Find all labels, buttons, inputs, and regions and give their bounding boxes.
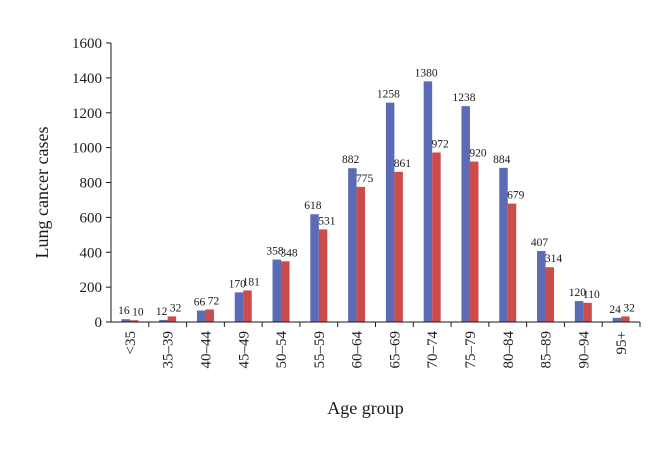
data-label-series1: 1258 — [377, 89, 400, 101]
bar-series1 — [461, 106, 470, 322]
x-tick-label: 50–54 — [274, 331, 290, 369]
bar-series1 — [423, 81, 433, 322]
y-tick-label: 800 — [80, 176, 103, 192]
x-tick-label: 95+ — [614, 331, 630, 354]
data-label-series2: 531 — [318, 215, 336, 227]
bar-series2 — [205, 309, 214, 322]
x-tick-label: 35–39 — [161, 331, 177, 369]
y-tick-label: 200 — [80, 280, 103, 296]
bars — [121, 81, 630, 322]
data-label-series1: 170 — [229, 278, 247, 290]
data-label-series1: 1238 — [452, 92, 475, 104]
bar-series2 — [621, 316, 630, 322]
data-label-series1: 882 — [342, 154, 360, 166]
data-label-series1: 1380 — [415, 67, 438, 79]
data-label-series1: 24 — [609, 304, 621, 316]
y-tick-label: 0 — [95, 315, 103, 331]
x-tick-label: <35 — [123, 331, 139, 354]
data-labels: 16 10 12 32 66 721701813583486185318827751258… — [118, 67, 635, 318]
y-tick-label: 1600 — [72, 36, 102, 52]
x-tick-label: 55–59 — [312, 331, 328, 369]
data-label-series1: 884 — [493, 154, 511, 166]
y-axis-title: Lung cancer cases — [32, 127, 52, 259]
x-tick-label: 90–94 — [576, 331, 592, 369]
data-label-series2: 972 — [432, 139, 450, 151]
data-label-series2: 10 — [132, 306, 144, 318]
bar-series2 — [432, 152, 441, 322]
bar-series2 — [167, 316, 177, 322]
y-tick-label: 1000 — [72, 141, 102, 157]
x-tick-label: 65–69 — [387, 331, 403, 369]
bar-series1 — [196, 310, 206, 322]
data-label-series2: 920 — [469, 148, 487, 160]
bar-series2 — [545, 267, 555, 322]
y-tick-label: 1200 — [72, 106, 102, 122]
x-tick-label: 40–44 — [198, 331, 214, 369]
x-tick-label: 75–79 — [463, 331, 479, 369]
bar-series1 — [272, 259, 282, 322]
data-label-series2: 679 — [507, 190, 525, 202]
y-tick-label: 600 — [80, 210, 103, 226]
data-label-series2: 314 — [545, 253, 563, 265]
bar-series1 — [574, 301, 584, 322]
bar-series1 — [499, 167, 508, 322]
data-label-series2: 775 — [356, 173, 374, 185]
y-tick-label: 1400 — [72, 71, 102, 87]
data-label-series2: 110 — [583, 289, 600, 301]
bar-series2 — [318, 229, 328, 322]
bar-series1 — [121, 319, 130, 322]
data-label-series2: 348 — [280, 247, 298, 259]
x-tick-label: 85–89 — [539, 331, 555, 369]
x-tick-label: 60–64 — [350, 331, 366, 369]
bar-series2 — [243, 290, 252, 322]
bar-series2 — [356, 186, 366, 322]
bar-series1 — [348, 168, 357, 322]
y-tick-label: 400 — [80, 245, 103, 261]
x-tick-label: 45–49 — [236, 331, 252, 369]
data-label-series2: 32 — [623, 302, 635, 314]
x-axis-title: Age group — [327, 398, 403, 418]
data-label-series2: 181 — [243, 276, 261, 288]
bar-series1 — [234, 292, 244, 322]
y-axis-ticks: 0 200 400 600 800 1000 1200 1400 1600 — [72, 36, 111, 331]
data-label-series2: 72 — [208, 295, 220, 307]
data-label-series1: 407 — [531, 237, 549, 249]
data-label-series1: 16 — [118, 305, 130, 317]
bar-series2 — [507, 203, 517, 322]
bar-series1 — [612, 317, 622, 322]
data-label-series1: 618 — [304, 200, 322, 212]
bar-series2 — [469, 161, 479, 322]
x-tick-label: 70–74 — [425, 331, 441, 369]
bar-series1 — [385, 102, 395, 322]
bar-series2 — [583, 302, 592, 322]
bar-series1 — [310, 214, 319, 322]
bar-series1 — [537, 251, 546, 322]
data-label-series1: 12 — [156, 306, 168, 318]
data-label-series2: 861 — [394, 158, 412, 170]
data-label-series1: 358 — [266, 246, 284, 258]
bar-series1 — [159, 319, 168, 322]
data-label-series2: 32 — [170, 302, 182, 314]
bar-series2 — [129, 320, 139, 322]
x-tick-label: 80–84 — [501, 331, 517, 369]
bar-series2 — [281, 261, 290, 322]
x-axis-ticks: <35 35–39 40–44 45–49 50–54 55–59 60–64 65–69 70… — [123, 322, 641, 369]
bar-series2 — [394, 171, 403, 322]
data-label-series1: 120 — [569, 287, 587, 299]
data-label-series1: 66 — [194, 296, 206, 308]
